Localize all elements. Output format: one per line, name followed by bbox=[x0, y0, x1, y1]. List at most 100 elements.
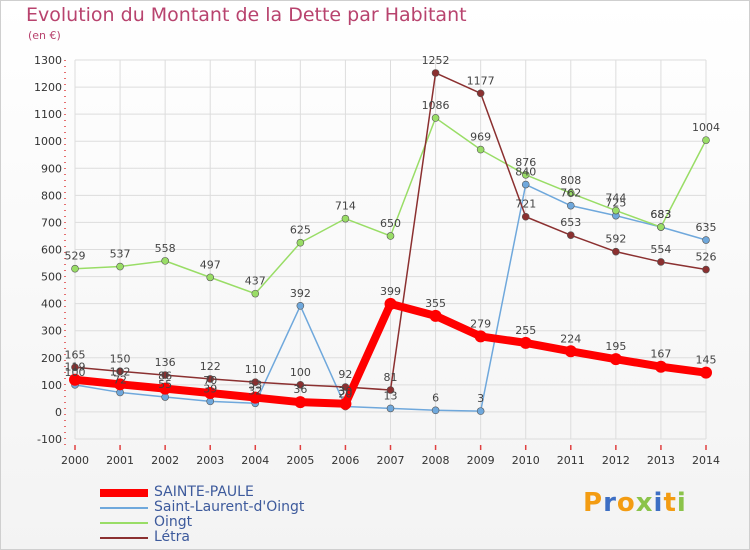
data-label: 136 bbox=[155, 356, 176, 369]
data-point bbox=[249, 391, 262, 404]
data-point bbox=[612, 247, 620, 256]
data-point bbox=[71, 264, 79, 273]
data-label: 537 bbox=[110, 248, 131, 261]
data-point bbox=[702, 136, 710, 144]
x-tick-label: 2001 bbox=[106, 454, 134, 467]
data-point bbox=[159, 382, 172, 395]
data-label: 1004 bbox=[692, 121, 720, 134]
y-tick-label: 800 bbox=[41, 189, 62, 202]
data-label: 840 bbox=[515, 166, 536, 179]
y-tick-label: 300 bbox=[41, 325, 62, 338]
data-point bbox=[386, 232, 395, 240]
data-label: 224 bbox=[560, 332, 581, 345]
data-point bbox=[521, 180, 530, 189]
data-label: 100 bbox=[290, 366, 311, 379]
data-label: 355 bbox=[425, 297, 446, 310]
data-point bbox=[206, 375, 215, 383]
data-point bbox=[521, 170, 530, 179]
data-label: 150 bbox=[110, 352, 131, 365]
data-point bbox=[161, 257, 169, 265]
proxiti-logo: Proxiti bbox=[583, 488, 687, 518]
x-tick-label: 2009 bbox=[467, 454, 495, 467]
data-point bbox=[204, 386, 217, 399]
data-point bbox=[431, 406, 440, 415]
legend-swatch bbox=[100, 507, 148, 509]
data-label: 110 bbox=[245, 363, 266, 376]
data-label: 55 bbox=[158, 378, 172, 391]
data-label: 122 bbox=[200, 360, 221, 373]
data-label: 392 bbox=[290, 287, 311, 300]
data-label: 145 bbox=[696, 354, 717, 367]
data-label: 1177 bbox=[467, 74, 495, 87]
data-point bbox=[296, 238, 305, 247]
y-tick-label: 200 bbox=[41, 352, 62, 365]
legend-label: SAINTE-PAULE bbox=[154, 484, 254, 500]
data-label: 195 bbox=[605, 340, 626, 353]
data-label: 6 bbox=[432, 391, 439, 404]
data-point bbox=[429, 309, 442, 322]
data-point bbox=[206, 273, 215, 282]
data-point bbox=[566, 231, 575, 239]
data-point bbox=[116, 367, 124, 376]
legend-label: Saint-Laurent-d'Oingt bbox=[154, 499, 305, 515]
y-tick-label: 1000 bbox=[34, 135, 62, 148]
x-tick-label: 2008 bbox=[422, 454, 450, 467]
data-point bbox=[294, 396, 307, 409]
data-label: 650 bbox=[380, 217, 401, 230]
data-point bbox=[476, 145, 485, 154]
x-tick-label: 2004 bbox=[241, 454, 269, 467]
data-point bbox=[612, 206, 620, 215]
x-tick-label: 2007 bbox=[377, 454, 405, 467]
y-tick-label: -100 bbox=[37, 433, 62, 446]
x-tick-label: 2012 bbox=[602, 454, 630, 467]
data-point bbox=[654, 360, 667, 373]
data-point bbox=[566, 201, 575, 210]
data-label: 165 bbox=[65, 348, 86, 361]
data-label: 32 bbox=[248, 384, 262, 397]
data-point bbox=[386, 404, 395, 413]
data-label: 554 bbox=[650, 243, 671, 256]
data-point bbox=[519, 336, 532, 349]
data-label: 3 bbox=[477, 392, 484, 405]
legend-swatch bbox=[100, 489, 148, 497]
data-label: 876 bbox=[515, 156, 536, 169]
x-tick-label: 2005 bbox=[286, 454, 314, 467]
data-label: 969 bbox=[470, 131, 491, 144]
data-label: 762 bbox=[560, 187, 581, 200]
data-label: 70 bbox=[203, 374, 217, 387]
data-point bbox=[251, 289, 260, 298]
data-point bbox=[564, 345, 577, 358]
x-tick-label: 2013 bbox=[647, 454, 675, 467]
y-tick-label: 600 bbox=[41, 244, 62, 257]
data-label: 167 bbox=[650, 348, 671, 361]
legend-label: Oingt bbox=[154, 514, 193, 530]
y-tick-label: 0 bbox=[55, 406, 62, 419]
data-point bbox=[702, 236, 710, 244]
y-tick-label: 900 bbox=[41, 162, 62, 175]
data-label: 1086 bbox=[422, 99, 450, 112]
y-tick-label: 1200 bbox=[34, 81, 62, 94]
data-label: 529 bbox=[65, 250, 86, 263]
data-point bbox=[251, 378, 260, 386]
data-label: 279 bbox=[470, 317, 491, 330]
data-label: 102 bbox=[110, 365, 131, 378]
x-tick-label: 2011 bbox=[557, 454, 585, 467]
x-tick-label: 2006 bbox=[331, 454, 359, 467]
data-label: 497 bbox=[200, 258, 221, 271]
data-point bbox=[69, 373, 81, 386]
data-label: 625 bbox=[290, 224, 311, 237]
data-label: 592 bbox=[605, 233, 626, 246]
data-point bbox=[386, 386, 395, 394]
data-label: 526 bbox=[696, 251, 717, 264]
data-point bbox=[296, 302, 305, 310]
y-tick-label: 400 bbox=[41, 298, 62, 311]
y-tick-label: 500 bbox=[41, 271, 62, 284]
data-point bbox=[296, 381, 305, 389]
data-label: 39 bbox=[203, 382, 217, 395]
data-point bbox=[474, 330, 487, 343]
x-tick-label: 2014 bbox=[692, 454, 720, 467]
chart-title: Evolution du Montant de la Dette par Hab… bbox=[26, 4, 467, 26]
data-point bbox=[476, 89, 485, 98]
legend-label: Létra bbox=[154, 529, 190, 545]
